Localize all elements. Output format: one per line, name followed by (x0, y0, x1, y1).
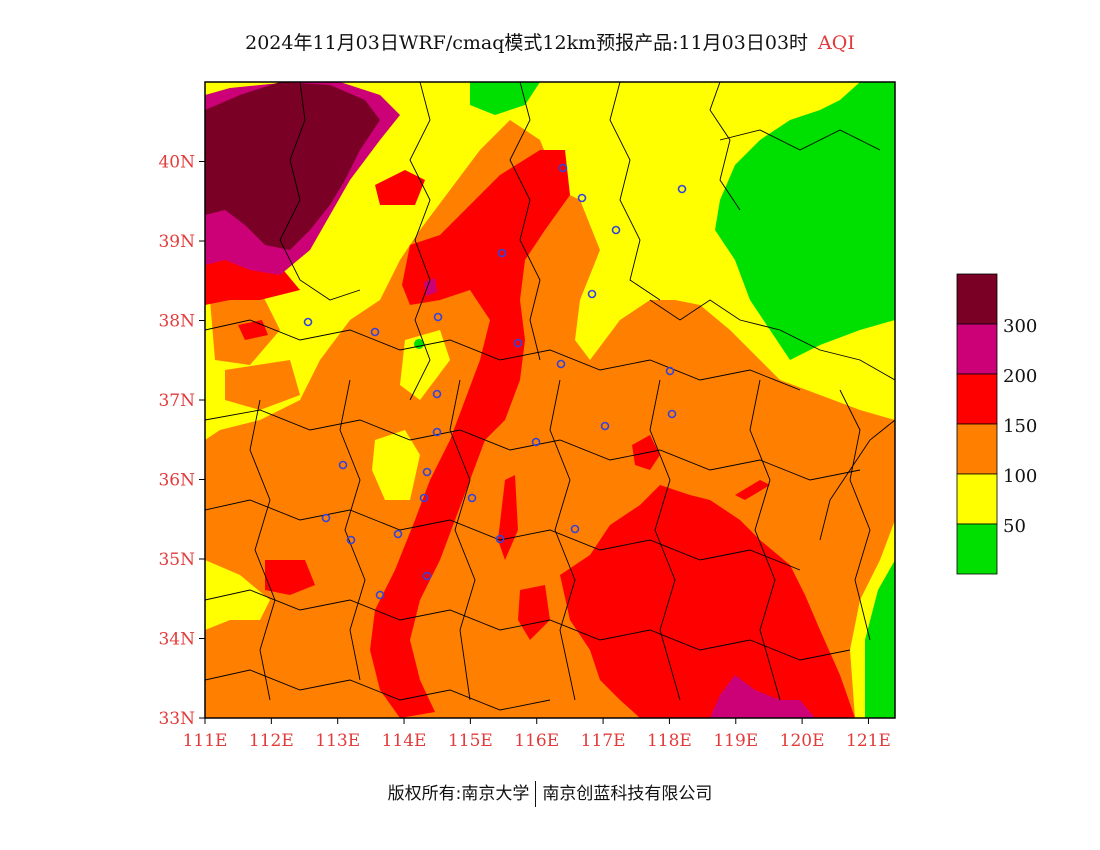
city-marker (433, 312, 443, 322)
title-main: 2024年11月03日WRF/cmaq模式12km预报产品:11月03日03时 (245, 32, 809, 54)
title-variable: AQI (818, 32, 855, 54)
legend-swatch (956, 473, 998, 525)
city-marker (513, 338, 523, 348)
y-tick-label: 38N (158, 312, 195, 332)
city-marker (531, 437, 541, 447)
x-tick-label: 112E (249, 731, 294, 751)
city-marker (346, 535, 356, 545)
aqi-band-150-200-ne-patch (375, 170, 425, 205)
x-tick-label: 117E (581, 731, 626, 751)
aqi-band-300-plus (205, 82, 380, 250)
aqi-band-0-50-east (715, 82, 895, 360)
city-marker (600, 421, 610, 431)
x-tick-label: 120E (780, 731, 825, 751)
city-marker (432, 427, 442, 437)
legend-label: 300 (1003, 316, 1037, 337)
legend-label: 200 (1003, 366, 1037, 387)
y-tick-label: 39N (158, 232, 195, 252)
city-marker (570, 524, 580, 534)
footer-left: 版权所有:南京大学 (387, 784, 530, 804)
aqi-band-150-200-small-c (518, 585, 550, 640)
y-tick-label: 33N (158, 709, 195, 729)
x-tick-label: 121E (846, 731, 891, 751)
city-marker (467, 493, 477, 503)
y-tick-label: 40N (158, 153, 195, 173)
city-marker (665, 366, 675, 376)
city-marker (497, 248, 507, 258)
city-marker (677, 184, 687, 194)
legend-swatch (956, 273, 998, 325)
aqi-band-50-100-patch-a (372, 430, 420, 500)
aqi-band-150-200-small-a (265, 560, 315, 595)
y-tick-label: 37N (158, 391, 195, 411)
admin-boundaries (205, 82, 895, 711)
city-marker (303, 317, 313, 327)
city-marker (321, 513, 331, 523)
copyright-footer: 版权所有:南京大学 南京创蓝科技有限公司 (0, 779, 1100, 807)
city-marker (495, 534, 505, 544)
aqi-band-0-50-south-east (865, 560, 895, 718)
y-tick-label: 36N (158, 471, 195, 491)
city-marker (370, 327, 380, 337)
city-marker (422, 467, 432, 477)
aqi-band-100-150-island-b (225, 360, 300, 410)
aqi-field (205, 82, 895, 718)
city-marker (432, 389, 442, 399)
map-title: 2024年11月03日WRF/cmaq模式12km预报产品:11月03日03时 A… (0, 28, 1100, 55)
city-marker (556, 359, 566, 369)
y-tick-label: 34N (158, 630, 195, 650)
city-marker (419, 493, 429, 503)
aqi-band-200-300-spot (424, 278, 437, 296)
aqi-band-150-200-spot (238, 320, 268, 340)
aqi-legend: 300 200 150 100 50 (956, 273, 1037, 575)
y-axis: 33N 34N 35N 36N 37N 38N 39N 40N (158, 153, 205, 729)
city-marker (587, 289, 597, 299)
legend-label: 50 (1003, 516, 1026, 537)
x-tick-label: 119E (713, 731, 758, 751)
x-axis: 111E 112E 113E 114E 115E 116E 117E 118E 119E 120E… (183, 718, 891, 751)
city-marker (577, 193, 587, 203)
city-markers (303, 163, 687, 600)
legend-swatch (956, 373, 998, 425)
x-tick-label: 114E (382, 731, 427, 751)
x-tick-label: 115E (448, 731, 493, 751)
aqi-band-200-300-south-east (710, 675, 815, 718)
x-tick-label: 118E (647, 731, 692, 751)
legend-swatch (956, 523, 998, 575)
city-marker (558, 163, 568, 173)
legend-swatch (956, 323, 998, 375)
x-tick-label: 113E (315, 731, 360, 751)
legend-label: 100 (1003, 466, 1037, 487)
x-tick-label: 111E (183, 731, 228, 751)
legend-label: 150 (1003, 416, 1037, 437)
y-tick-label: 35N (158, 550, 195, 570)
city-marker (375, 590, 385, 600)
legend-swatch (956, 423, 998, 475)
aqi-band-150-200-thin (735, 480, 770, 500)
footer-right: 南京创蓝科技有限公司 (542, 784, 713, 804)
x-tick-label: 116E (514, 731, 559, 751)
city-marker (611, 225, 621, 235)
city-marker (667, 409, 677, 419)
city-marker (338, 460, 348, 470)
footer-separator (535, 781, 537, 807)
aqi-band-50-100-west (205, 560, 270, 630)
city-marker (422, 571, 432, 581)
city-marker (393, 529, 403, 539)
